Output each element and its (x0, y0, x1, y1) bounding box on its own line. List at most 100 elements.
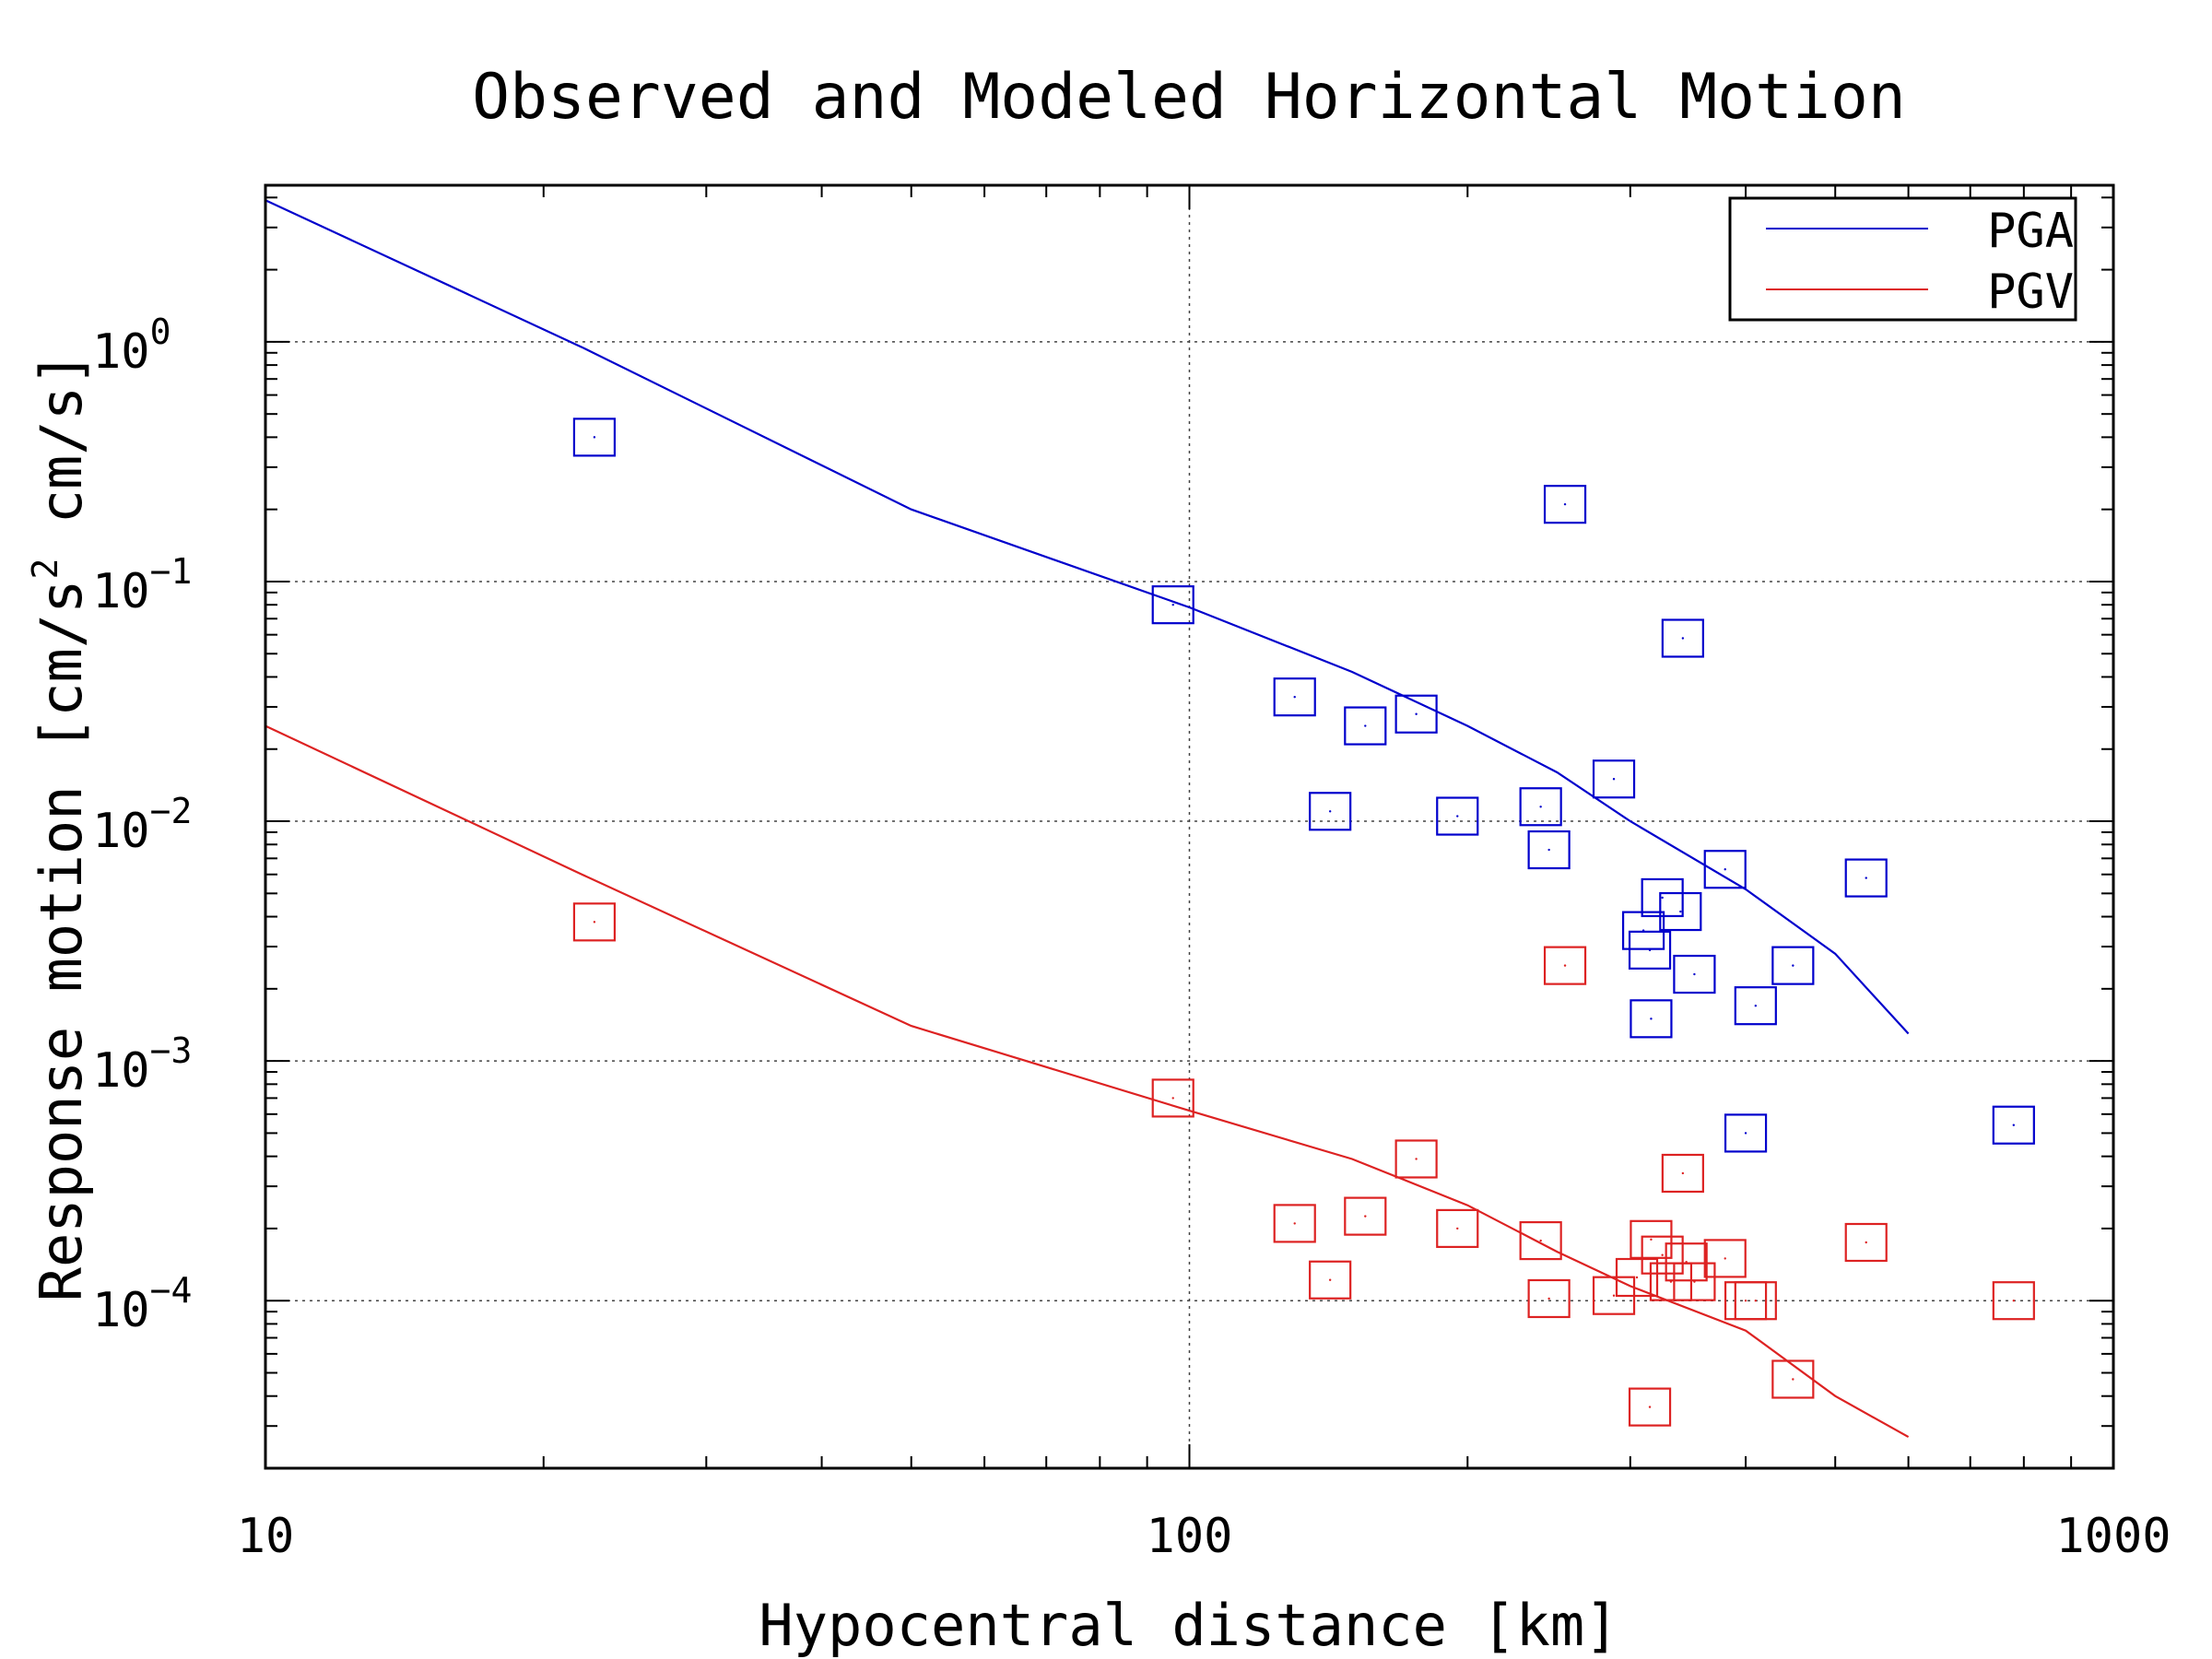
observed-marker-pgv (1394, 1139, 1438, 1179)
observed-marker-center-pgv (1328, 1278, 1332, 1281)
grid (265, 185, 2113, 1468)
observed-marker-pga (1543, 485, 1587, 524)
observed-marker-center-pga (1648, 948, 1652, 952)
observed-marker-center-pgv (1563, 964, 1567, 967)
observed-marker-pgv (1436, 1208, 1479, 1249)
y-axis-label-main: Response motion [cm/s (28, 579, 95, 1301)
observed-marker-center-pgv (1171, 1097, 1174, 1100)
observed-marker-pgv (1734, 1281, 1777, 1321)
observed-marker-pgv (1844, 1222, 1888, 1263)
y-tick-label-base: 10 (92, 804, 150, 859)
observed-marker-pga (1630, 999, 1673, 1039)
y-axis-label: Response motion [cm/s2 cm/s] (25, 352, 95, 1302)
observed-marker-center-pgv (2012, 1300, 2016, 1302)
observed-marker-pgv (572, 902, 617, 942)
observed-marker-center-pga (593, 436, 596, 439)
observed-marker-pga (1344, 706, 1387, 746)
observed-marker-center-pga (2012, 1124, 2016, 1126)
observed-marker-center-pga (1681, 637, 1685, 640)
model-line-pgv (265, 724, 1910, 1439)
y-tick-label-base: 10 (92, 324, 150, 380)
observed-marker-pgv (1630, 1219, 1673, 1259)
observed-marker-center-pga (1563, 502, 1567, 506)
observed-marker-center-pga (1744, 1132, 1747, 1135)
y-tick-label-exp: −3 (150, 1030, 193, 1071)
observed-marker-center-pgv (1293, 1222, 1296, 1225)
observed-marker-center-pga (1724, 868, 1726, 871)
observed-marker-pga (1151, 585, 1194, 625)
observed-marker-center-pga (1415, 712, 1418, 715)
observed-marker-pga (1641, 877, 1684, 918)
legend-label-pgv: PGV (1987, 265, 2074, 320)
observed-marker-pgv (1665, 1242, 1708, 1282)
observed-marker-pga (1659, 891, 1702, 932)
y-tick-label-exp: −4 (150, 1270, 193, 1311)
observed-marker-center-pgv (1650, 1238, 1653, 1241)
observed-marker-pga (572, 418, 617, 457)
y-tick-label-exp: −1 (150, 551, 193, 592)
observed-marker-center-pgv (1661, 1253, 1664, 1256)
y-tick-label: 10−3 (92, 1030, 192, 1099)
observed-marker-pgv (1628, 1387, 1672, 1427)
observed-marker-pga (1527, 830, 1571, 870)
observed-marker-pga (1436, 796, 1479, 836)
legend: PGA PGV (1728, 196, 2077, 322)
y-tick-label-base: 10 (92, 1283, 150, 1338)
observed-marker-pgv (1649, 1262, 1693, 1301)
observed-marker-center-pga (1171, 603, 1174, 606)
x-tick-label: 1000 (2055, 1509, 2171, 1564)
observed-marker-center-pga (1456, 815, 1459, 818)
observed-marker-pga (1309, 792, 1352, 831)
observed-marker-pga (1673, 954, 1716, 994)
observed-marker-pga (1844, 858, 1888, 898)
observed-marker-pga (1394, 694, 1438, 734)
observed-marker-pgv (1641, 1235, 1684, 1275)
observed-marker-center-pgv (1744, 1300, 1747, 1302)
y-tick-label: 100 (92, 312, 171, 380)
observed-marker-pga (1703, 850, 1747, 889)
y-tick-label-exp: 0 (150, 312, 171, 352)
y-tick-label: 10−1 (92, 551, 192, 619)
observed-marker-pgv (1309, 1260, 1352, 1300)
observed-marker-center-pga (1293, 695, 1296, 699)
model-line-pga (265, 199, 1910, 1035)
legend-box (1728, 196, 2077, 322)
observed-marker-pgv (1519, 1220, 1562, 1261)
observed-marker-center-pgv (1648, 1406, 1652, 1408)
observed-marker-center-pga (1612, 778, 1616, 781)
observed-marker-center-pga (1679, 910, 1682, 913)
observed-marker-pgv (1273, 1204, 1316, 1243)
x-tick-label: 100 (1147, 1509, 1233, 1564)
axis-ticks (265, 185, 2114, 1469)
observed-marker-pga (1734, 986, 1777, 1026)
observed-marker-pgv (1615, 1257, 1659, 1298)
observed-marker-pgv (1771, 1359, 1815, 1399)
observed-marker-center-pga (1650, 1018, 1653, 1020)
y-tick-label-exp: −2 (150, 791, 193, 831)
observed-marker-center-pgv (1415, 1158, 1418, 1160)
observed-marker-center-pga (1547, 848, 1550, 852)
observed-marker-center-pga (1328, 810, 1332, 813)
observed-marker-center-pga (1661, 896, 1664, 900)
observed-marker-pga (1771, 946, 1815, 985)
plot-series (265, 199, 2035, 1439)
observed-marker-center-pgv (1635, 1276, 1639, 1279)
observed-marker-pga (1724, 1113, 1768, 1153)
y-axis-label-tail: cm/s] (28, 352, 95, 559)
observed-marker-pgv (1703, 1239, 1747, 1278)
observed-marker-center-pga (1792, 964, 1794, 967)
observed-marker-pga (1592, 759, 1636, 799)
observed-marker-center-pgv (1792, 1378, 1794, 1381)
observed-marker-center-pga (1754, 1004, 1758, 1007)
observed-marker-center-pgv (1865, 1241, 1867, 1244)
observed-marker-pga (1661, 618, 1704, 658)
observed-marker-pga (1273, 677, 1316, 717)
observed-marker-center-pgv (1612, 1294, 1616, 1297)
observed-marker-pgv (1151, 1078, 1194, 1118)
observed-marker-center-pga (1693, 972, 1696, 976)
x-axis-label: Hypocentral distance [km] (759, 1592, 1618, 1659)
y-tick-label: 10−4 (92, 1270, 192, 1338)
observed-marker-pgv (1527, 1278, 1571, 1319)
